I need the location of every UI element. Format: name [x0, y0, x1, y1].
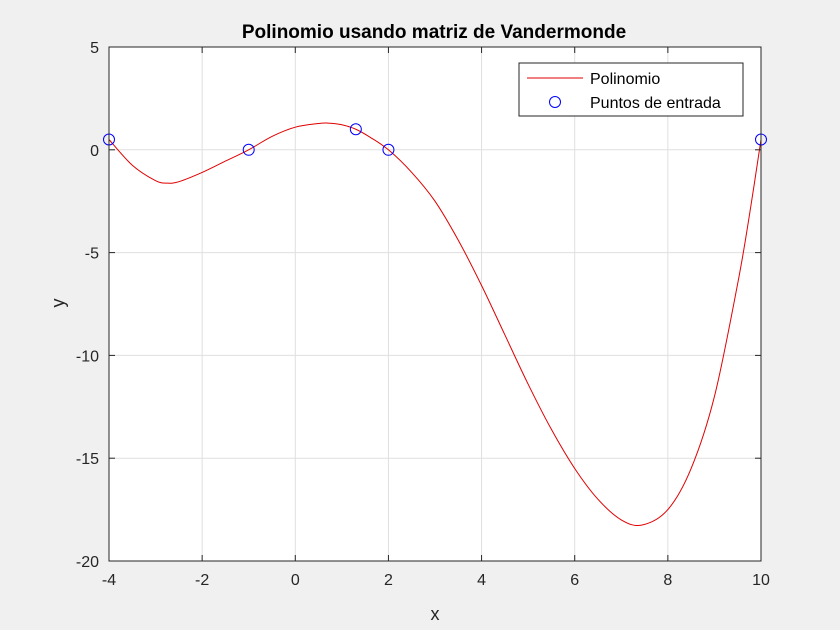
chart-title: Polinomio usando matriz de Vandermonde: [242, 22, 626, 43]
x-tick-label: 0: [291, 572, 300, 589]
y-tick-label: 5: [90, 40, 99, 57]
series-line-polinomio: [108, 122, 762, 527]
x-tick-label: -2: [195, 572, 209, 589]
data-point: [349, 123, 362, 136]
y-tick-label: -20: [76, 554, 99, 571]
x-tick-label: 2: [384, 572, 393, 589]
ticks: -4 -2 0 2 4 6 8 10-20-15-10-505: [76, 40, 770, 589]
x-tick-label: 6: [570, 572, 579, 589]
data-point: [242, 143, 255, 156]
x-tick-label: 10: [752, 572, 770, 589]
legend: Polinomio Puntos de entrada: [518, 62, 744, 117]
y-tick-label: 0: [90, 143, 99, 160]
x-tick-label: 4: [477, 572, 486, 589]
plot-frame: [108, 46, 762, 562]
legend-entry-puntos: Puntos de entrada: [590, 95, 721, 112]
x-axis-title: x: [431, 604, 440, 624]
y-tick-label: -15: [76, 451, 99, 468]
data-point: [382, 143, 395, 156]
x-tick-label: -4: [102, 572, 116, 589]
y-axis-title: y: [48, 299, 68, 308]
y-tick-label: -10: [76, 348, 99, 365]
x-tick-label: 8: [663, 572, 672, 589]
plot-area: [109, 47, 761, 561]
y-tick-label: -5: [85, 246, 99, 263]
legend-marker-swatch: [549, 96, 561, 108]
legend-entry-polinomio: Polinomio: [590, 71, 660, 88]
